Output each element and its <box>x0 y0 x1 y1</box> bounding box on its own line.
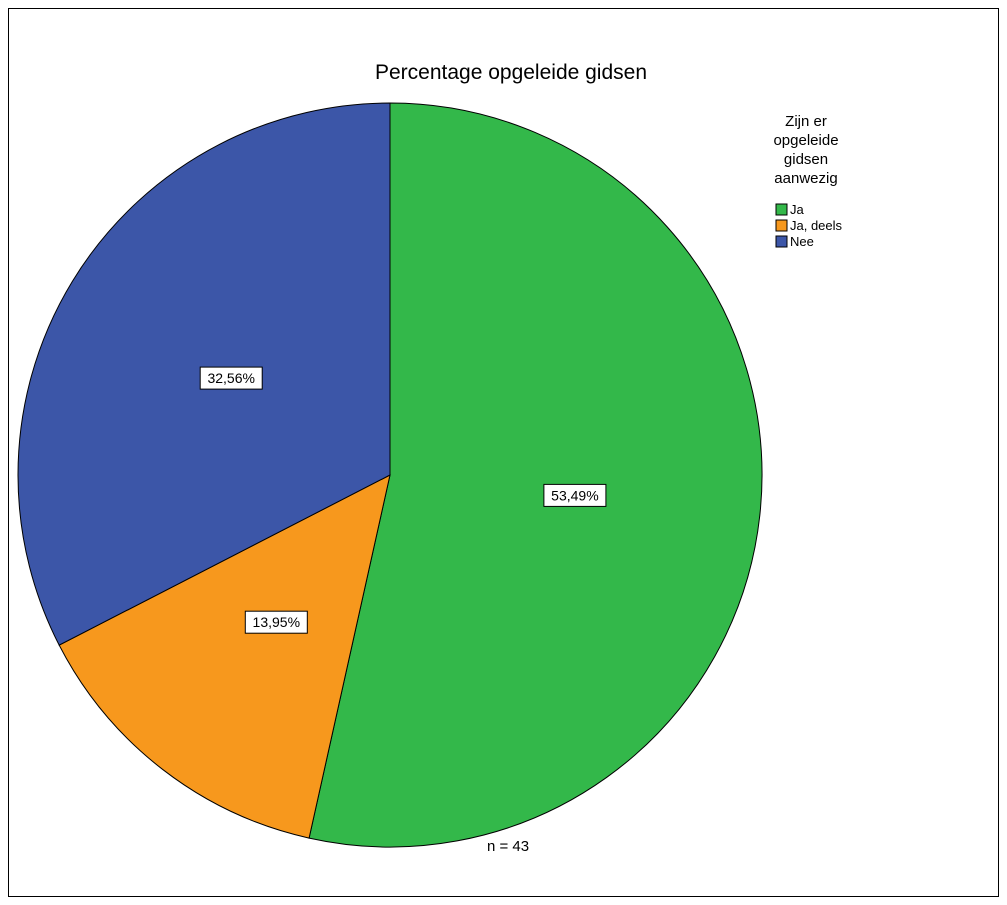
data-label-box <box>199 366 263 390</box>
data-label-ja: 53,49% <box>543 483 607 507</box>
data-label-ja-deels: 13,95% <box>244 610 308 634</box>
legend: Zijn er opgeleide gidsen aanwezig JaJa, … <box>773 113 842 249</box>
legend-label: Nee <box>790 234 814 249</box>
legend-title-line-1: Zijn er <box>785 113 827 130</box>
legend-label: Ja <box>790 202 805 217</box>
legend-title-line-2: opgeleide <box>773 132 838 149</box>
legend-item-ja-deels: Ja, deels <box>775 218 843 233</box>
legend-item-nee: Nee <box>775 234 814 249</box>
pie-slices <box>17 102 763 848</box>
pie-slice-ja-deels <box>58 474 391 839</box>
legend-item-ja: Ja <box>775 202 805 217</box>
sample-size-note: n = 43 <box>487 838 529 855</box>
pie-slice-ja <box>308 102 763 848</box>
legend-title-line-3: gidsen <box>784 151 828 168</box>
data-label-text: 32,56% <box>207 370 254 386</box>
legend-swatch <box>775 219 788 232</box>
pie-data-labels: 53,49% 13,95% 32,56% <box>199 366 607 634</box>
data-label-text: 53,49% <box>551 487 598 503</box>
data-label-nee: 32,56% <box>199 366 263 390</box>
data-label-box <box>543 483 607 507</box>
chart-title: Percentage opgeleide gidsen <box>375 61 647 84</box>
legend-swatch <box>775 203 788 216</box>
legend-title-line-4: aanwezig <box>774 170 837 187</box>
legend-label: Ja, deels <box>790 218 843 233</box>
data-label-box <box>244 610 308 634</box>
data-label-text: 13,95% <box>253 614 300 630</box>
legend-swatch <box>775 235 788 248</box>
